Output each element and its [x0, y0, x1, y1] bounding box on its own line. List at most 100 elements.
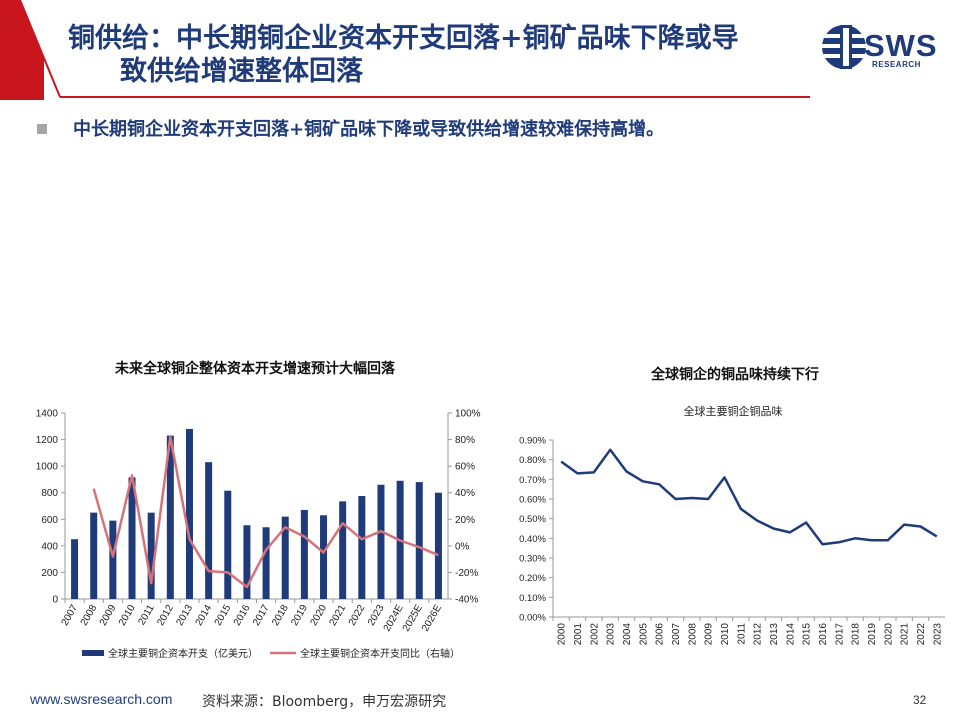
chart1-x-tick-label: 2012 [155, 603, 176, 628]
page-title-line1: 铜供给：中长期铜企业资本开支回落+铜矿品味下降或导 [68, 23, 739, 54]
chart1-y2-tick-label: 0% [455, 541, 470, 552]
capex-chart: 未来全球铜企整体资本开支增速预计大幅回落 0 200 400 600 800 1000 120… [36, 360, 481, 660]
chart1-legend-bar-swatch [82, 650, 104, 656]
chart1-x-tick-label: 2017 [251, 603, 272, 628]
chart1-x-tick-label: 2021 [328, 603, 349, 628]
chart1-y2-tick-label: -40% [455, 595, 478, 606]
chart2-y-tick-label: 0.60% [519, 495, 546, 506]
chart2-x-tick-label: 2008 [687, 623, 698, 646]
chart2-grade-line [560, 448, 938, 546]
chart2-x-tick-label: 2009 [704, 623, 715, 646]
chart2-y-tick-label: 0.10% [519, 593, 546, 604]
chart2-y-tick-label: 0.20% [519, 573, 546, 584]
chart1-x-tick-label: 2015 [213, 603, 234, 628]
chart2-x-tick-label: 2022 [916, 623, 927, 646]
chart2-y-tick-label: 0.80% [519, 455, 546, 466]
chart2-x-tick-label: 2001 [573, 623, 584, 646]
chart1-y2-tick-label: 100% [455, 409, 481, 420]
chart2-x-tick-label: 2018 [851, 623, 862, 646]
chart2-x-tick-label: 2002 [589, 623, 600, 646]
chart1-bar [262, 527, 270, 599]
chart1-x-tick-label: 2011 [136, 603, 156, 628]
chart1-y-tick-label: 200 [41, 568, 58, 579]
chart1-bar [339, 501, 347, 599]
footer-website-link[interactable]: www.swsresearch.com [30, 691, 173, 707]
chart1-y-tick-label: 1000 [36, 462, 59, 473]
chart2-x-tick-label: 2023 [932, 623, 943, 646]
chart1-title: 未来全球铜企整体资本开支增速预计大幅回落 [115, 360, 396, 376]
chart1-y-tick-label: 1400 [36, 409, 59, 420]
chart2-x-tick-label: 2013 [769, 623, 780, 646]
chart1-bar [147, 512, 155, 599]
chart1-bar [377, 484, 385, 599]
chart2-x-tick-label: 2006 [655, 623, 666, 646]
chart1-x-tick-label: 2026E [420, 603, 444, 634]
sws-logo-icon [822, 25, 866, 69]
page-title: 铜供给：中长期铜企业资本开支回落+铜矿品味下降或导 致供给增速整体回落 [68, 22, 808, 88]
chart2-x-tick-label: 2012 [753, 623, 764, 646]
chart1-x-tick-label: 2007 [60, 603, 81, 628]
chart1-x-tick-label: 2016 [232, 603, 253, 628]
chart2-y-tick-label: 0.70% [519, 475, 546, 486]
chart1-bar [71, 539, 79, 599]
chart2-x-tick-label: 2016 [818, 623, 829, 646]
chart1-y2-tick-label: 60% [455, 462, 475, 473]
chart1-bar [109, 520, 117, 599]
chart2-y-tick-label: 0.40% [519, 534, 546, 545]
chart1-x-tick-label: 2013 [174, 603, 195, 628]
chart2-subtitle: 全球主要铜企铜品味 [684, 404, 783, 418]
chart1-x-tick-label: 2018 [270, 603, 291, 628]
chart2-x-tick-label: 2014 [785, 623, 796, 646]
chart1-y-tick-label: 800 [41, 488, 58, 499]
chart1-bar [128, 477, 136, 599]
chart1-y2-tick-label: 80% [455, 435, 475, 446]
chart2-y-tick-label: 0.00% [519, 613, 546, 624]
chart1-x-tick-label: 2022 [347, 603, 368, 628]
chart2-title: 全球铜企的铜品味持续下行 [650, 366, 819, 382]
chart1-bar [415, 482, 423, 599]
chart1-x-tick-label: 2019 [289, 603, 310, 628]
chart1-y-tick-label: 1200 [36, 435, 59, 446]
header-diagonal-line [19, 0, 61, 98]
chart1-y2-tick-label: 20% [455, 515, 475, 526]
page-title-line2: 致供给增速整体回落 [120, 56, 363, 87]
title-banner [0, 0, 960, 100]
chart2-x-tick-label: 2019 [867, 623, 878, 646]
chart1-bar [281, 516, 289, 599]
chart2-x-tick-label: 2004 [622, 623, 633, 646]
chart1-x-tick-label: 2020 [308, 603, 329, 628]
chart2-x-tick-label: 2021 [900, 623, 911, 646]
chart1-y-tick-label: 600 [41, 515, 58, 526]
slide-subtitle: 中长期铜企业资本开支回落+铜矿品味下降或导致供给增速较难保持高增。 [73, 119, 665, 140]
chart1-legend-line-label: 全球主要铜企资本开支同比（右轴） [300, 647, 460, 660]
chart1-x-tick-label: 2008 [79, 603, 100, 628]
chart1-bar [434, 492, 442, 599]
chart1-bar [224, 490, 232, 599]
chart2-y-tick-label: 0.90% [519, 436, 546, 447]
chart2-x-tick-label: 2011 [736, 623, 747, 645]
chart1-y-tick-label: 0 [52, 595, 58, 606]
chart2-x-tick-label: 2005 [638, 623, 649, 646]
chart1-y2-tick-label: -20% [455, 568, 478, 579]
chart2-x-tick-label: 2003 [606, 623, 617, 646]
chart2-x-tick-label: 2000 [557, 623, 568, 646]
bullet-square-icon [37, 124, 47, 134]
chart2-x-tick-label: 2020 [883, 623, 894, 646]
chart1-x-tick-label: 2009 [98, 603, 119, 628]
chart1-bar [166, 435, 174, 599]
chart1-bar [185, 428, 193, 599]
chart1-x-tick-label: 2014 [194, 603, 215, 628]
chart1-legend-bar-label: 全球主要铜企资本开支（亿美元） [108, 647, 258, 660]
chart2-y-tick-label: 0.50% [519, 514, 546, 525]
white-diagonal-cut [20, 0, 960, 100]
page-number: 32 [913, 693, 927, 707]
logo-wordmark: SWS [864, 28, 938, 63]
chart1-bar [320, 515, 328, 599]
chart1-y-tick-label: 400 [41, 541, 58, 552]
chart1-yoy-line [92, 435, 439, 589]
chart2-x-tick-label: 2007 [671, 623, 682, 646]
footer-source: 资料来源：Bloomberg，申万宏源研究 [202, 694, 447, 710]
chart1-bar [90, 512, 98, 599]
chart2-x-tick-label: 2017 [834, 623, 845, 646]
